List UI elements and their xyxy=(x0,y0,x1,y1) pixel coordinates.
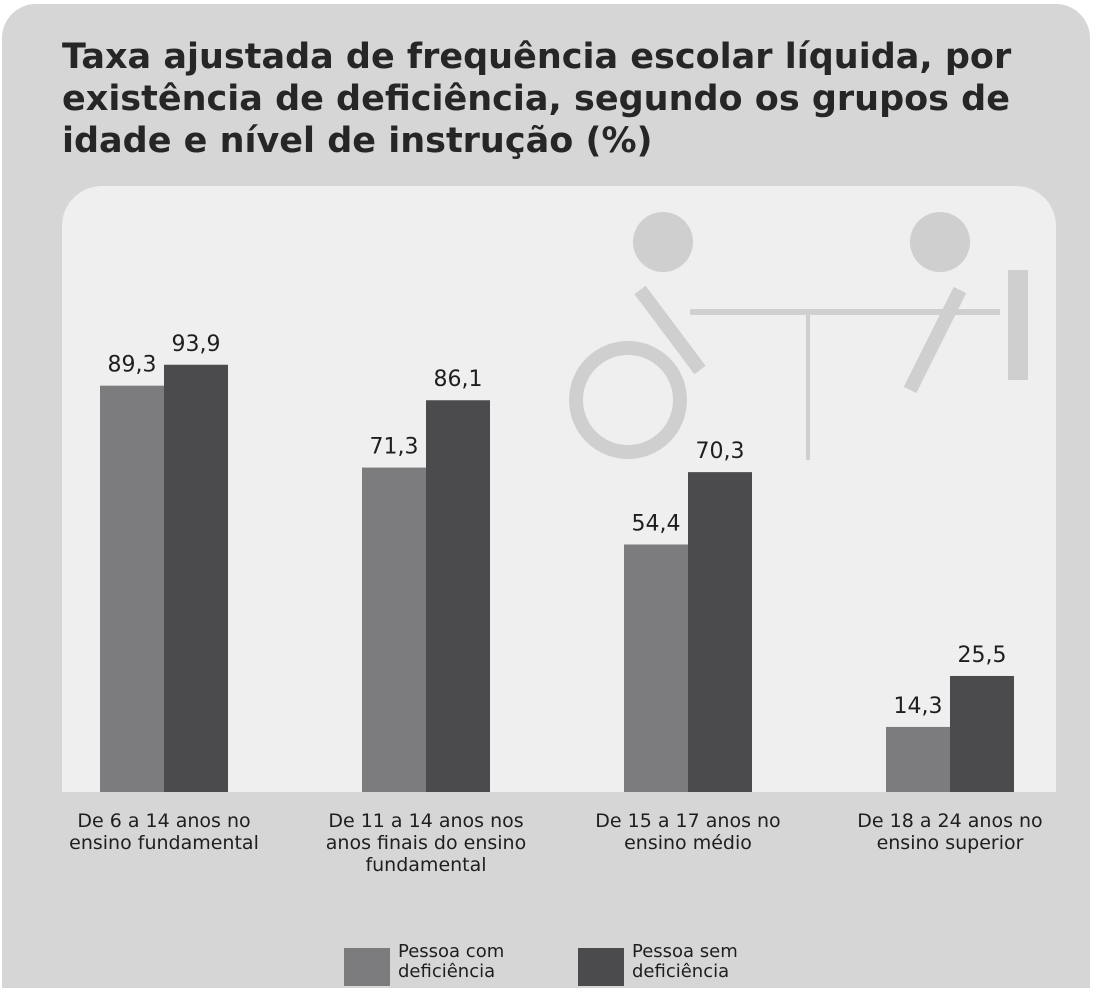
x-tick-label: De 6 a 14 anos no ensino fundamental xyxy=(44,810,284,854)
bar xyxy=(886,727,950,792)
legend-label: Pessoa sem deficiência xyxy=(632,942,782,982)
value-label: 89,3 xyxy=(108,353,157,378)
head xyxy=(633,212,693,272)
value-label: 14,3 xyxy=(894,694,943,719)
value-label: 54,4 xyxy=(632,511,681,536)
arm xyxy=(910,290,960,390)
bar xyxy=(164,365,228,792)
bar xyxy=(624,544,688,792)
x-tick-label: De 18 a 24 anos no ensino superior xyxy=(830,810,1070,854)
bar xyxy=(688,472,752,792)
x-tick-label: De 15 a 17 anos no ensino médio xyxy=(568,810,808,854)
legend-swatch xyxy=(578,948,624,986)
bar xyxy=(950,676,1014,792)
legend-label: Pessoa com deficiência xyxy=(398,942,548,982)
legend-swatch xyxy=(344,948,390,986)
value-label: 71,3 xyxy=(370,435,419,460)
value-label: 86,1 xyxy=(434,367,483,392)
x-tick-label: De 11 a 14 anos nos anos finais do ensin… xyxy=(306,810,546,876)
value-label: 93,9 xyxy=(172,332,221,357)
illustration xyxy=(576,212,1018,460)
head xyxy=(910,212,970,272)
wheel xyxy=(576,348,680,452)
bar xyxy=(426,400,490,792)
bar xyxy=(362,468,426,792)
value-label: 25,5 xyxy=(958,643,1007,668)
page: Taxa ajustada de frequência escolar líqu… xyxy=(0,0,1094,988)
bar xyxy=(100,386,164,792)
value-label: 70,3 xyxy=(696,439,745,464)
